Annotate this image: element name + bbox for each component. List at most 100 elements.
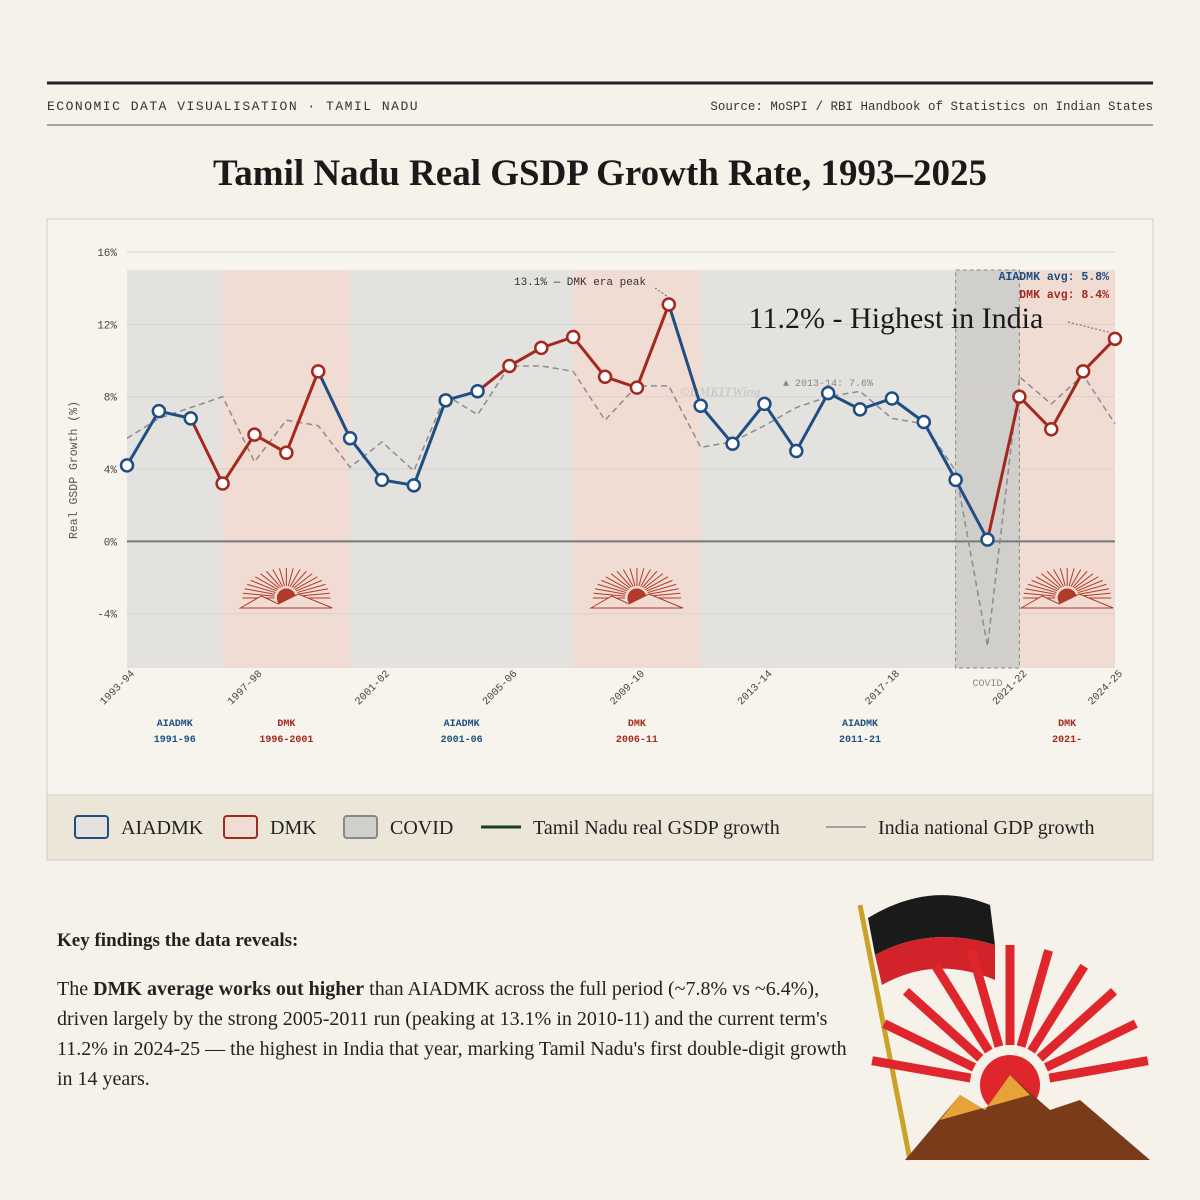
point [406,478,422,493]
emblem-ray [648,588,679,595]
point [852,402,868,417]
emblem-ray [250,579,277,592]
emblem-ray [297,588,329,595]
emblem-ray [1027,583,1057,594]
point [629,380,645,395]
era-name: DMK [628,719,646,730]
aiadmk-avg: AIADMK avg: 5.8% [999,271,1110,284]
legend-label: COVID [390,817,453,839]
line-segment [763,403,798,452]
point [725,436,740,451]
point [980,532,995,547]
sun-ray [871,1056,972,1083]
point [342,431,358,446]
y-tick-label: 12% [97,320,117,332]
line-segment [954,479,989,541]
emblem-ray [295,579,323,592]
emblem-ray [643,573,664,589]
emblem-ray [278,568,285,587]
point [215,476,230,491]
emblem-ray [640,569,651,587]
text-run: The [57,978,94,1000]
line-segment [667,304,703,407]
emblem-ray [244,588,276,595]
emblem-ray [1075,576,1099,590]
y-tick-label: 16% [97,248,117,260]
sun-ray [967,949,1004,1048]
line-segment [1018,395,1053,431]
line-segment [731,402,766,445]
era-name: AIADMK [157,719,193,730]
point [438,393,453,408]
era-period: 2001-06 [441,735,483,746]
line-segment [572,336,607,378]
emblem-ray [1077,583,1107,594]
point [1107,331,1123,347]
emblem-ray [266,570,282,588]
emblem-ray [647,583,677,594]
legend-swatch [343,815,378,839]
sun-ray [1043,1019,1138,1072]
emblem-ray [272,569,284,587]
point [183,411,198,426]
point [789,443,804,459]
emblem-hills [1019,593,1114,609]
line-segment [794,392,830,452]
plot: AIADMK 1991-96 DMK 1996-2001 AIADMK 2001-06 DM… [74,248,1126,839]
sun-ray [1036,987,1118,1062]
emblem-ray [646,579,673,592]
point [1075,364,1091,379]
emblem-ray [1072,570,1088,588]
emblem-ray [296,583,326,594]
legend-label: DMK [270,817,317,839]
emblem-ray [629,568,636,587]
emblem-ray [1023,592,1056,597]
point [374,472,390,488]
point [693,398,708,413]
emblem-ray [1035,576,1059,590]
emblem-ray [622,569,634,587]
peak-annotation: 13.1% — DMK era peak [514,277,646,289]
line-segment [125,410,161,467]
highlight-leader [1067,321,1112,334]
emblem-ray [294,576,318,590]
point [151,403,167,419]
era-period: 2006-11 [616,735,658,746]
emblem-ray [597,583,627,594]
point [757,396,772,412]
emblem-ray [642,570,658,588]
point [884,391,900,406]
emblem-ray [645,576,669,590]
emblem-ray [1046,570,1063,588]
emblem-ray [289,569,301,587]
point [310,364,326,379]
point [1044,422,1059,437]
emblem-ray [254,576,279,590]
emblem-ray [1059,568,1066,587]
emblem-ray [605,576,629,590]
era-period: 2021- [1052,735,1082,746]
emblem-ray [1053,569,1064,587]
line-segment [189,417,224,485]
y-axis-label: Real GSDP Growth (%) [68,401,81,539]
sun-ray [1027,963,1089,1054]
line-segment [1082,337,1117,373]
emblem-ray [247,583,276,594]
india-line [126,365,1116,647]
source: Source: MoSPI / RBI Handbook of Statisti… [710,100,1153,114]
y-tick-label: 4% [104,465,118,477]
sun-ray [882,1019,977,1072]
covid-label: COVID [973,679,1003,690]
sun-ray [1016,949,1053,1048]
line-segment [1049,370,1085,430]
emblem-ray [287,568,294,587]
emblem-ray [610,573,631,589]
emblem-ray [1078,588,1110,595]
era-name: DMK [277,719,295,730]
sun-ray [902,987,984,1062]
emblem-ray [260,573,280,589]
sun-ray [931,963,993,1054]
era-period: 1991-96 [154,735,196,746]
era-name: AIADMK [842,719,878,730]
line-segment [922,421,957,481]
